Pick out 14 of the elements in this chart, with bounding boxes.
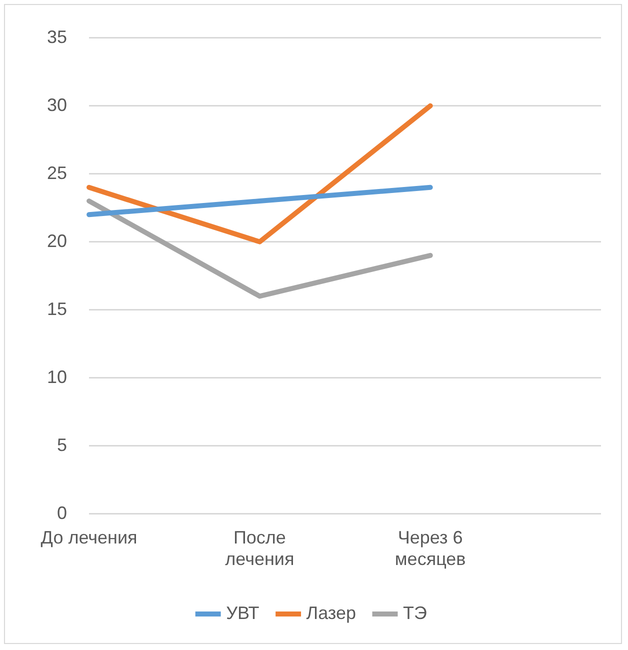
y-tick-label: 0 — [57, 502, 68, 523]
y-tick-label: 35 — [46, 26, 68, 47]
x-tick-label: До лечения — [40, 528, 138, 548]
x-tick-label: После лечения — [225, 528, 294, 570]
y-tick-label: 15 — [46, 298, 68, 319]
y-tick-label: 30 — [46, 94, 68, 115]
legend-label: Лазер — [306, 602, 356, 623]
y-tick-label: 10 — [46, 366, 68, 387]
legend-label: ТЭ — [402, 602, 427, 623]
y-tick-label: 25 — [46, 162, 68, 183]
y-tick-label: 5 — [57, 434, 68, 455]
x-tick-label: Через 6 месяцев — [394, 528, 466, 570]
y-tick-label: 20 — [46, 230, 68, 251]
legend-label: УВТ — [226, 602, 260, 623]
